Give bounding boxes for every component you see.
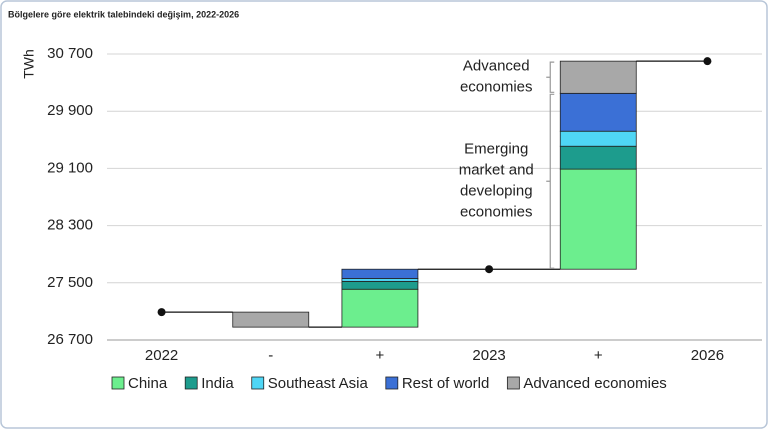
bar-segment [232, 311, 310, 328]
x-tick-label: 2026 [691, 347, 724, 364]
annotation: Advanced [463, 58, 530, 75]
bar-segment [559, 145, 637, 170]
x-tick-label: + [376, 347, 385, 364]
y-tick-label: 29 900 [47, 102, 93, 119]
legend-label: Advanced economies [523, 375, 666, 392]
bar-segment [559, 60, 637, 94]
legend-swatch [506, 376, 520, 390]
x-tick-label: 2023 [472, 347, 505, 364]
annotation: economies [460, 204, 533, 221]
legend-swatch [111, 376, 125, 390]
y-tick-label: 27 500 [47, 274, 93, 291]
y-tick-label: 29 100 [47, 159, 93, 176]
legend-swatch [251, 376, 265, 390]
bar-segment [341, 280, 419, 290]
chart-title: Bölgelere göre elektrik talebindeki deği… [8, 9, 239, 19]
bar-segment [341, 268, 419, 279]
legend-label: Rest of world [402, 375, 490, 392]
y-tick-label: 28 300 [47, 217, 93, 234]
y-tick-label: 30 700 [47, 45, 93, 62]
annotation: economies [460, 79, 533, 96]
annotation: Emerging [464, 141, 528, 158]
bracket [546, 61, 555, 93]
x-tick-label: - [268, 347, 273, 364]
x-tick-label: + [594, 347, 603, 364]
total-marker [703, 57, 712, 66]
bar-segment [559, 168, 637, 270]
y-tick-label: 26 700 [47, 331, 93, 348]
legend-label: China [128, 375, 168, 392]
x-tick-label: 2022 [145, 347, 178, 364]
bar-segment [341, 278, 419, 282]
legend-swatch [385, 376, 399, 390]
y-axis-label: TWh [21, 49, 37, 79]
legend-label: Southeast Asia [268, 375, 369, 392]
bar-segment [559, 130, 637, 147]
bar-segment [559, 92, 637, 132]
legend-swatch [184, 376, 198, 390]
bracket [546, 93, 555, 269]
annotation: developing [460, 183, 533, 200]
annotation: market and [459, 162, 534, 179]
legend-label: India [201, 375, 234, 392]
bar-segment [341, 288, 419, 328]
